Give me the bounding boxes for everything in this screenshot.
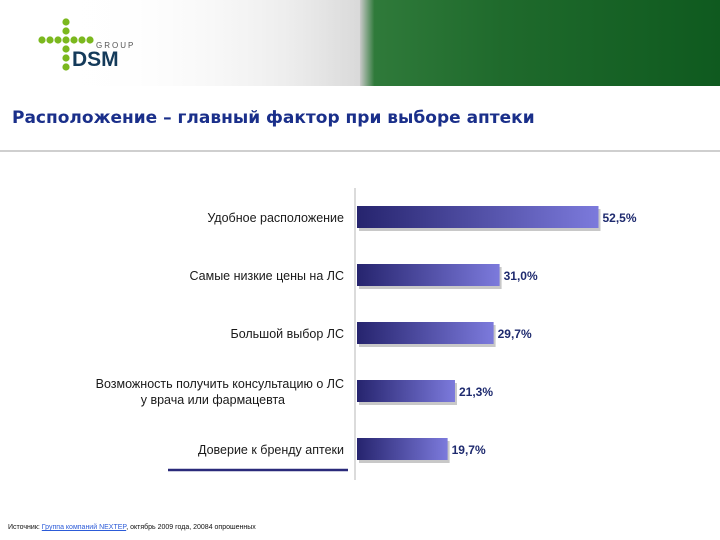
bar-5	[357, 438, 448, 460]
category-label-3: Большой выбор ЛС	[230, 327, 344, 341]
logo-group-text: GROUP	[96, 41, 136, 50]
value-label-2: 31,0%	[504, 269, 538, 283]
title-bar: Расположение – главный фактор при выборе…	[0, 86, 720, 152]
banner-fade	[0, 0, 360, 86]
bar-2	[357, 264, 500, 286]
bar-1	[357, 206, 599, 228]
header-banner: GROUP DSM	[0, 0, 720, 86]
bar-chart: 52,5% Удобное расположение 31,0% Самые низк…	[96, 188, 637, 480]
category-label-2: Самые низкие цены на ЛС	[189, 269, 344, 283]
source-note: Источник: Группа компаний NEXTEP, октябр…	[8, 524, 256, 531]
value-label-4: 21,3%	[459, 385, 493, 399]
bar-3	[357, 322, 494, 344]
category-label-5: Доверие к бренду аптеки	[198, 443, 344, 457]
bar-4	[357, 380, 455, 402]
page-title: Расположение – главный фактор при выборе…	[12, 108, 535, 128]
value-label-1: 52,5%	[603, 211, 637, 225]
source-suffix: , октябрь 2009 года, 20084 опрошенных	[126, 524, 256, 531]
source-prefix: Источник:	[8, 524, 42, 531]
value-label-3: 29,7%	[498, 327, 532, 341]
logo-text: DSM	[72, 48, 119, 71]
logo-cross-icon	[38, 18, 94, 71]
value-label-5: 19,7%	[452, 443, 486, 457]
category-label-1: Удобное расположение	[207, 211, 344, 225]
category-label-4: Возможность получить консультацию о ЛС у …	[96, 377, 344, 407]
source-link[interactable]: Группа компаний NEXTEP	[41, 524, 127, 531]
